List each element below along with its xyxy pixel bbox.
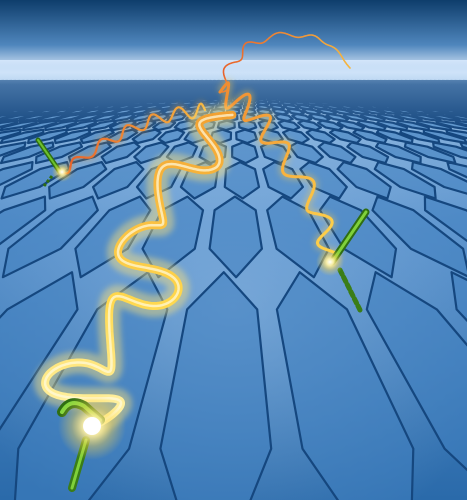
emitter-bottom: [57, 392, 126, 492]
emitter-left: [35, 137, 72, 187]
emitter-right: [316, 208, 370, 313]
left-wave: [60, 102, 207, 175]
right-wave: [218, 81, 340, 264]
far-wave: [219, 31, 351, 93]
main-wave-core: [43, 113, 234, 428]
